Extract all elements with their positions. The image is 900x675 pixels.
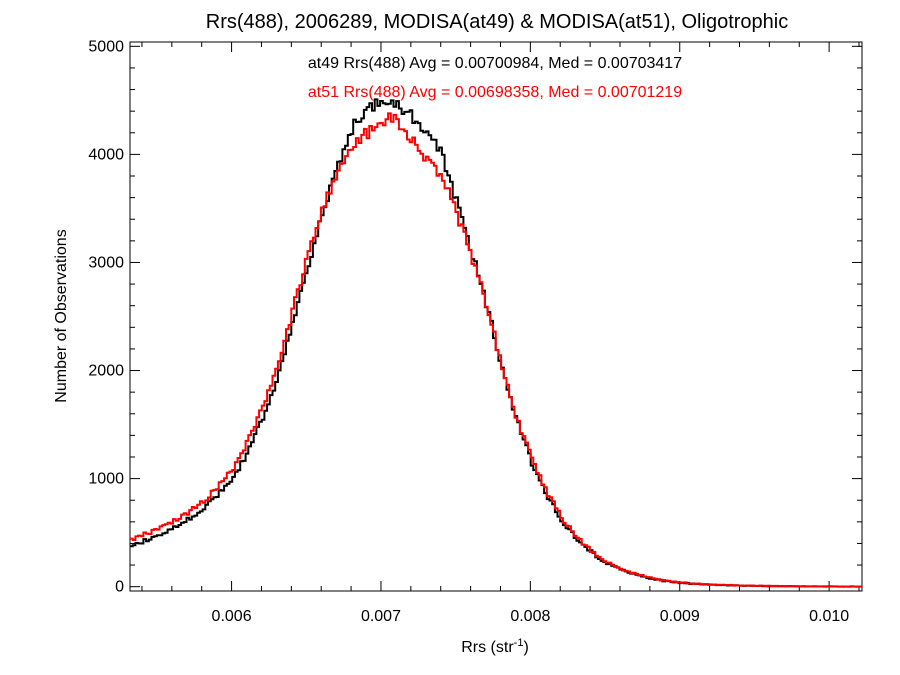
x-axis-title-main: Rrs (str bbox=[461, 639, 514, 656]
x-axis: 0.006 0.007 0.008 0.009 0.010 bbox=[141, 42, 860, 625]
series-at49-line bbox=[130, 98, 862, 588]
series-group bbox=[130, 98, 862, 588]
x-tick-label: 0.009 bbox=[660, 608, 700, 625]
x-axis-title-close: ) bbox=[523, 639, 528, 656]
x-axis-title-sup: -1 bbox=[514, 637, 524, 649]
y-axis-title: Number of Observations bbox=[53, 229, 70, 402]
y-tick-label: 5000 bbox=[88, 38, 124, 55]
plot-frame bbox=[129, 41, 863, 592]
y-axis: 0 1000 2000 3000 4000 5000 bbox=[88, 38, 862, 596]
x-tick-label: 0.006 bbox=[212, 608, 252, 625]
y-tick-label: 0 bbox=[115, 579, 124, 596]
x-tick-label: 0.010 bbox=[809, 608, 849, 625]
x-axis-title: Rrs (str-1) bbox=[461, 637, 529, 656]
x-tick-label: 0.008 bbox=[510, 608, 550, 625]
x-tick-label: 0.007 bbox=[361, 608, 401, 625]
y-tick-label: 3000 bbox=[88, 254, 124, 271]
legend-entry-at51: at51 Rrs(488) Avg = 0.00698358, Med = 0.… bbox=[308, 84, 682, 101]
chart-title: Rrs(488), 2006289, MODISA(at49) & MODISA… bbox=[206, 11, 788, 33]
y-tick-label: 2000 bbox=[88, 363, 124, 380]
series-at51-line bbox=[130, 112, 862, 588]
legend-entry-at49: at49 Rrs(488) Avg = 0.00700984, Med = 0.… bbox=[308, 55, 682, 72]
y-tick-label: 4000 bbox=[88, 146, 124, 163]
y-tick-label: 1000 bbox=[88, 471, 124, 488]
legend: at49 Rrs(488) Avg = 0.00700984, Med = 0.… bbox=[308, 55, 682, 101]
